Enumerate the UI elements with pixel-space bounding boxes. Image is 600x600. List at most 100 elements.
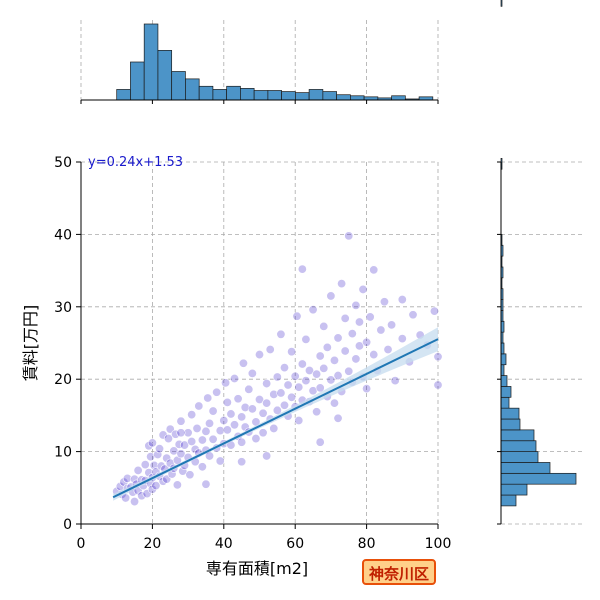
top-hist-bar xyxy=(212,89,228,101)
data-point xyxy=(315,383,325,393)
data-point xyxy=(140,460,150,470)
right-hist-bar xyxy=(500,429,535,442)
data-point xyxy=(287,392,297,402)
data-point xyxy=(247,404,257,414)
right-hist-bar xyxy=(500,472,577,485)
data-point xyxy=(292,311,302,321)
top-hist-bar xyxy=(336,94,351,101)
x-tick-label: 80 xyxy=(358,536,376,552)
regression-fit xyxy=(112,327,439,501)
y-tick-label: 40 xyxy=(54,227,72,243)
y-tick-label: 50 xyxy=(54,155,72,171)
x-tick-label: 40 xyxy=(215,536,233,552)
data-point xyxy=(237,437,247,447)
data-point xyxy=(262,379,272,389)
data-point xyxy=(279,400,289,410)
data-point xyxy=(329,398,339,408)
data-point xyxy=(233,394,243,404)
data-point xyxy=(221,378,231,388)
y-tick-label: 10 xyxy=(54,445,72,461)
x-tick-label: 20 xyxy=(143,536,161,552)
data-point xyxy=(172,480,182,490)
data-point xyxy=(244,384,254,394)
data-point xyxy=(178,466,188,476)
data-point xyxy=(308,386,318,396)
data-point xyxy=(201,479,211,489)
data-point xyxy=(354,317,364,327)
data-point xyxy=(222,425,232,435)
data-point xyxy=(304,366,314,376)
data-point xyxy=(162,453,172,463)
data-point xyxy=(237,457,247,467)
data-point xyxy=(176,449,186,459)
data-point xyxy=(156,461,166,471)
data-point xyxy=(137,491,147,501)
data-point xyxy=(390,376,400,386)
axes: 0 20 40 60 80 100 0 10 20 30 40 50 xyxy=(54,155,451,552)
x-axis-label: 専有面積[m2] xyxy=(206,559,308,578)
top-hist-bar xyxy=(253,90,269,101)
data-point xyxy=(351,354,361,364)
data-point xyxy=(230,420,240,430)
data-point xyxy=(187,436,197,446)
data-point xyxy=(351,300,361,310)
data-point xyxy=(272,372,282,382)
data-point xyxy=(230,373,240,383)
data-point xyxy=(197,435,207,445)
data-point xyxy=(408,310,418,320)
data-point xyxy=(315,437,325,447)
data-point xyxy=(333,371,343,381)
top-hist-bar xyxy=(267,90,282,101)
data-point xyxy=(194,401,204,411)
data-point xyxy=(247,368,257,378)
data-point xyxy=(365,312,375,322)
top-hist-bar xyxy=(295,92,310,101)
data-point xyxy=(122,473,132,483)
data-point xyxy=(201,426,211,436)
data-point xyxy=(369,350,379,360)
data-point xyxy=(294,382,304,392)
data-point xyxy=(362,384,372,394)
data-point xyxy=(369,265,379,275)
top-hist-bar xyxy=(281,91,296,101)
data-point xyxy=(290,371,300,381)
data-point xyxy=(169,446,179,456)
data-point xyxy=(187,410,197,420)
data-point xyxy=(347,329,357,339)
top-hist-bar xyxy=(350,95,365,101)
data-point xyxy=(326,291,336,301)
scatter-plot-area: 0 20 40 60 80 100 0 10 20 30 40 50 y=0.24x+1.53 専有面… xyxy=(21,155,451,578)
data-point xyxy=(308,305,318,315)
regression-line xyxy=(112,338,439,499)
data-point xyxy=(176,428,186,438)
data-point xyxy=(255,350,265,360)
data-point xyxy=(258,408,268,418)
data-point xyxy=(130,474,140,484)
right-hist-bar xyxy=(500,0,503,7)
data-point xyxy=(203,393,213,403)
data-point xyxy=(276,329,286,339)
data-point xyxy=(337,279,347,289)
x-tick-label: 60 xyxy=(286,536,304,552)
data-point xyxy=(333,333,343,343)
data-point xyxy=(397,334,407,344)
data-point xyxy=(294,415,304,425)
right-hist-bar xyxy=(500,353,507,366)
data-point xyxy=(340,346,350,356)
data-point xyxy=(362,337,372,347)
data-point xyxy=(190,444,200,454)
data-point xyxy=(146,452,156,462)
data-point xyxy=(251,434,261,444)
data-point xyxy=(344,366,354,376)
data-point xyxy=(269,423,279,433)
data-point xyxy=(433,380,443,390)
right-hist-bar xyxy=(500,375,508,387)
top-hist-bar xyxy=(157,50,173,101)
data-point xyxy=(269,389,279,399)
data-point xyxy=(329,355,339,365)
data-point xyxy=(171,429,181,439)
right-hist-bar xyxy=(500,396,510,409)
data-point xyxy=(319,363,329,373)
x-tick-label: 100 xyxy=(425,536,452,552)
top-hist-bar xyxy=(226,85,241,101)
